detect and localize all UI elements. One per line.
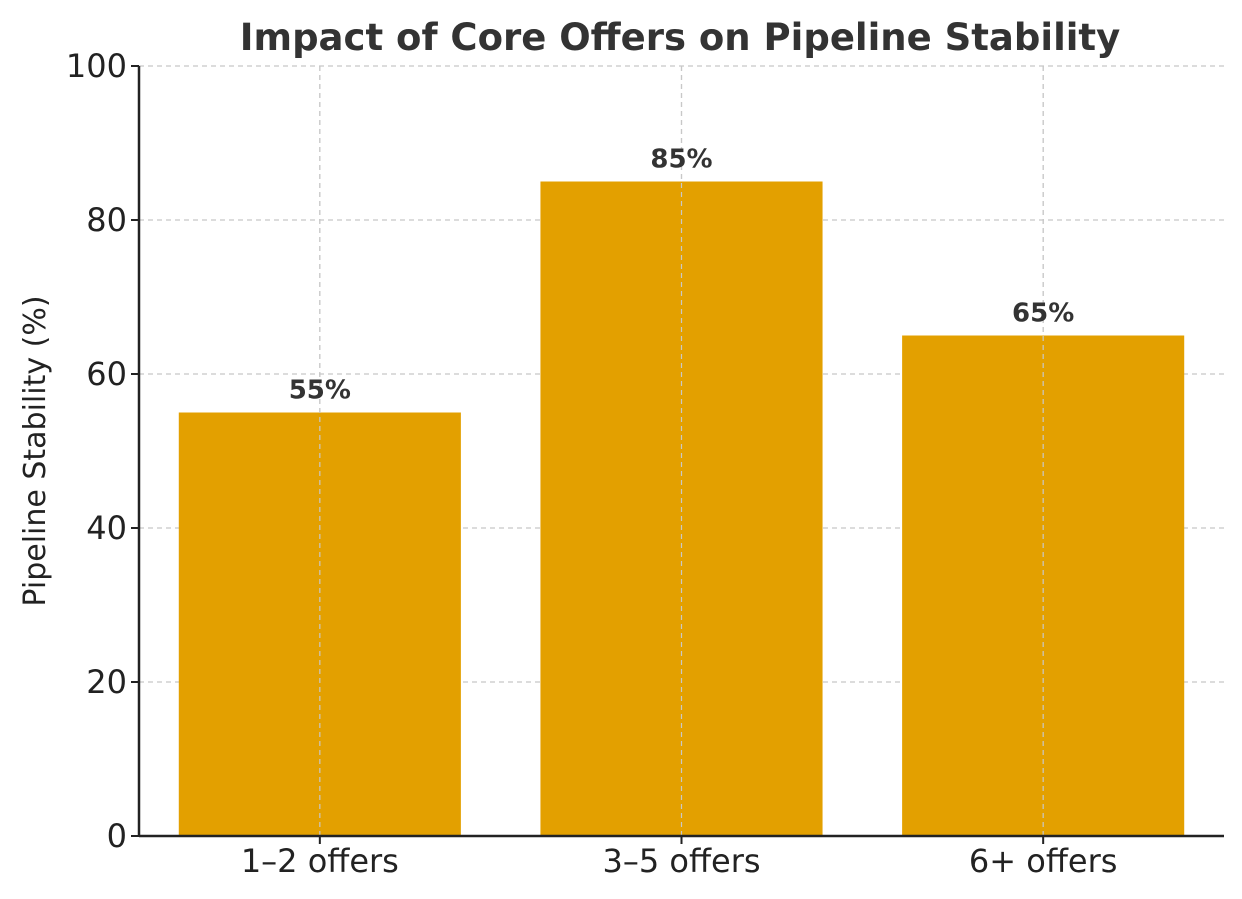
- y-axis-label: Pipeline Stability (%): [18, 295, 53, 606]
- data-labels: 55% 85% 65%: [289, 145, 1075, 406]
- y-tick-label: 40: [86, 509, 127, 547]
- y-tick-label: 20: [86, 663, 127, 701]
- x-tick-label: 6+ offers: [969, 842, 1117, 880]
- bar-value-label: 85%: [650, 145, 712, 175]
- chart-title: Impact of Core Offers on Pipeline Stabil…: [240, 16, 1120, 59]
- y-tick-label: 60: [86, 355, 127, 393]
- bars: [178, 66, 1185, 836]
- y-tick-label: 100: [66, 47, 127, 85]
- bar-value-label: 55%: [289, 376, 351, 406]
- y-ticks: 0 20 40 60 80 100: [66, 47, 139, 855]
- x-tick-label: 3–5 offers: [602, 842, 760, 880]
- bar-value-label: 65%: [1012, 299, 1074, 329]
- y-tick-label: 0: [107, 817, 127, 855]
- x-ticks: 1–2 offers 3–5 offers 6+ offers: [241, 836, 1117, 880]
- y-tick-label: 80: [86, 201, 127, 239]
- x-tick-label: 1–2 offers: [241, 842, 399, 880]
